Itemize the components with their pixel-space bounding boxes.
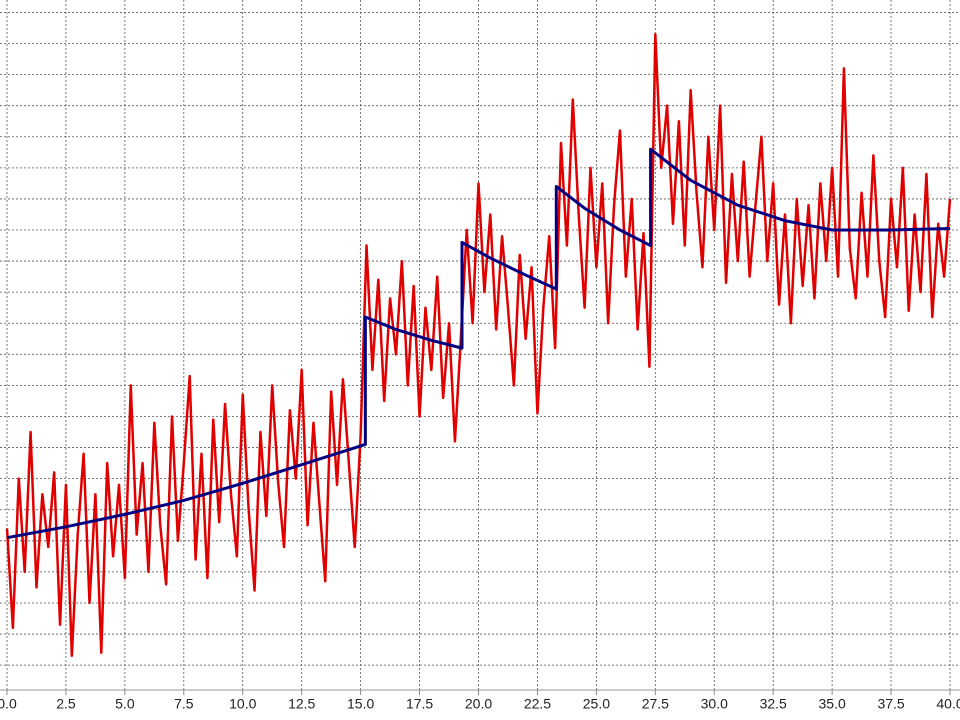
x-tick-label: 20.0 <box>465 696 492 712</box>
x-tick-label: 5.0 <box>115 696 135 712</box>
series-line <box>5 32 952 658</box>
x-tick-label: 37.5 <box>877 696 904 712</box>
x-tick-label: 35.0 <box>819 696 846 712</box>
x-tick-label: 27.5 <box>642 696 669 712</box>
x-tick-label: 7.5 <box>174 696 194 712</box>
series-line <box>6 147 951 540</box>
x-tick-label: 32.5 <box>760 696 787 712</box>
x-tick-label: 2.5 <box>56 696 76 712</box>
x-tick-label: 0.0 <box>0 696 17 712</box>
x-tick-label: 22.5 <box>524 696 551 712</box>
x-tick-label: 10.0 <box>229 696 256 712</box>
x-tick-label: 15.0 <box>347 696 374 712</box>
x-tick-label: 25.0 <box>583 696 610 712</box>
x-tick-label: 12.5 <box>288 696 315 712</box>
x-tick-label: 17.5 <box>406 696 433 712</box>
x-tick-label: 40.0 <box>936 696 960 712</box>
x-tick-label: 30.0 <box>701 696 728 712</box>
